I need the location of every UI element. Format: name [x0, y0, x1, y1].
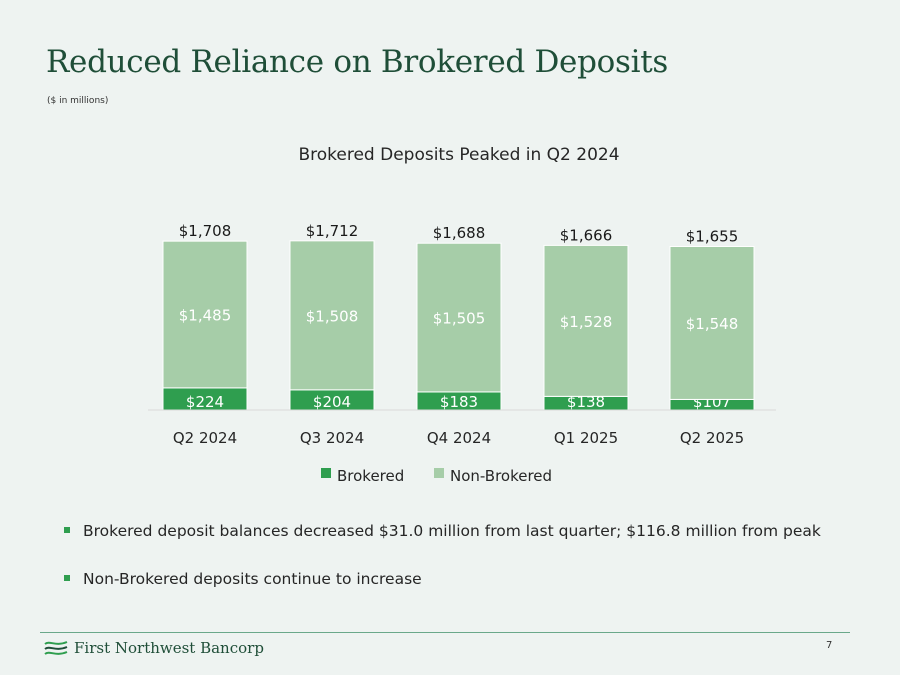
company-logo: First Northwest Bancorp — [44, 639, 264, 657]
wave-logo-icon — [44, 641, 68, 655]
total-label: $1,655 — [686, 227, 739, 245]
page-number: 7 — [826, 640, 833, 651]
bullet-text: Non-Brokered deposits continue to increa… — [83, 570, 422, 588]
slide-subtitle: ($ in millions) — [47, 96, 109, 106]
data-label-non-brokered: $1,505 — [433, 310, 486, 328]
data-label-non-brokered: $1,548 — [686, 315, 739, 333]
data-label-brokered: $138 — [567, 393, 605, 411]
data-label-brokered: $204 — [313, 393, 351, 411]
x-tick-label: Q2 2025 — [680, 429, 744, 447]
bullet-item: Brokered deposit balances decreased $31.… — [64, 522, 821, 540]
bar-non-brokered — [543, 244, 629, 397]
total-label: $1,712 — [306, 222, 359, 240]
company-name: First Northwest Bancorp — [74, 639, 264, 657]
data-label-brokered: $183 — [440, 393, 478, 411]
x-tick-labels: Q2 2024 Q3 2024 Q4 2024 Q1 2025 Q2 2025 — [173, 429, 744, 447]
bullet-marker-icon — [64, 575, 70, 581]
bar-non-brokered — [162, 240, 248, 389]
bar-non-brokered — [416, 242, 502, 393]
total-label: $1,666 — [560, 226, 613, 244]
x-tick-label: Q3 2024 — [300, 429, 364, 447]
bullet-item: Non-Brokered deposits continue to increa… — [64, 570, 821, 588]
slide-title: Reduced Reliance on Brokered Deposits — [46, 44, 668, 80]
chart-title: Brokered Deposits Peaked in Q2 2024 — [298, 145, 619, 165]
total-label: $1,688 — [433, 224, 486, 242]
bar-non-brokered — [669, 245, 755, 400]
x-tick-label: Q4 2024 — [427, 429, 491, 447]
footer-divider — [40, 632, 850, 633]
bullet-text: Brokered deposit balances decreased $31.… — [83, 522, 821, 540]
data-label-non-brokered: $1,528 — [560, 313, 613, 331]
legend-label-non-brokered: Non-Brokered — [450, 467, 552, 485]
stacked-bar-chart: Brokered Deposits Peaked in Q2 2024 $224… — [148, 145, 776, 485]
legend-label-brokered: Brokered — [337, 467, 404, 485]
x-tick-label: Q2 2024 — [173, 429, 237, 447]
bullet-list: Brokered deposit balances decreased $31.… — [64, 522, 821, 618]
bar-group: $224 $1,485 $1,708 $204 $1,508 $1,712 $183 $1,5… — [162, 222, 755, 411]
bullet-marker-icon — [64, 527, 70, 533]
legend-swatch-non-brokered — [434, 468, 444, 478]
data-label-non-brokered: $1,508 — [306, 307, 359, 325]
data-label-brokered: $224 — [186, 393, 224, 411]
legend-swatch-brokered — [321, 468, 331, 478]
chart-legend: Brokered Non-Brokered — [321, 467, 552, 485]
data-label-non-brokered: $1,485 — [179, 307, 232, 325]
bar-non-brokered — [289, 240, 375, 391]
total-label: $1,708 — [179, 222, 232, 240]
x-tick-label: Q1 2025 — [554, 429, 618, 447]
